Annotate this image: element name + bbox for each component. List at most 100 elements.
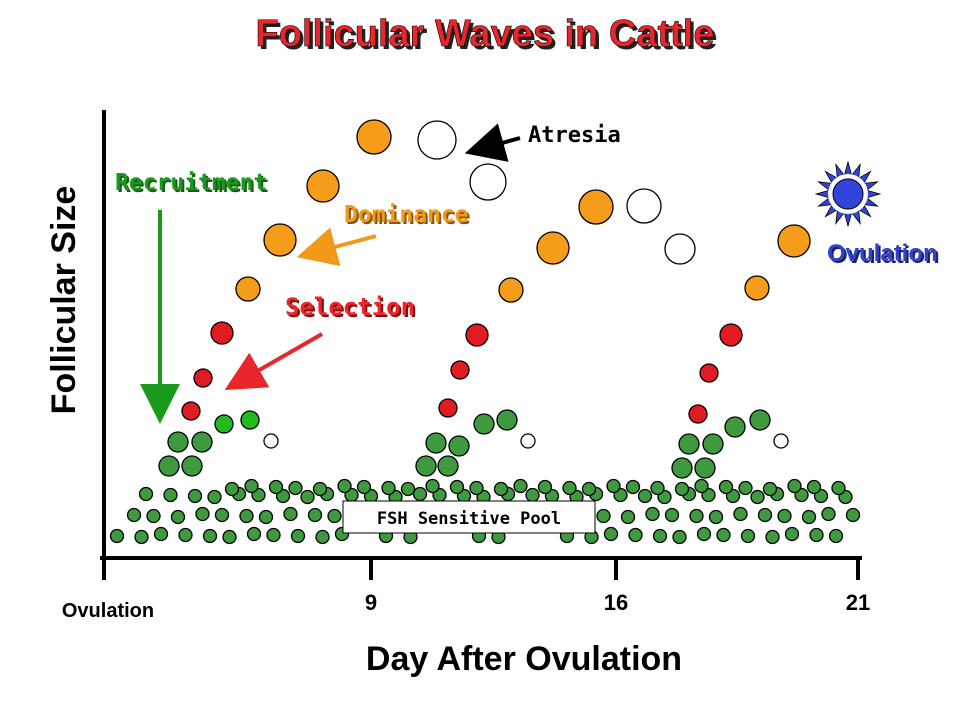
x-tick-label-9: 9	[365, 590, 377, 615]
pool-follicle	[425, 478, 440, 494]
wave-follicle	[777, 224, 811, 258]
pool-follicle	[202, 528, 218, 544]
wave-follicle	[158, 455, 180, 477]
wave-follicle	[578, 189, 614, 225]
pool-follicle	[708, 509, 724, 525]
wave-follicle	[240, 410, 260, 430]
pool-follicle	[689, 508, 704, 524]
pool-follicle	[828, 528, 844, 544]
pool-follicle	[537, 479, 553, 495]
wave-follicle	[473, 413, 495, 435]
pool-follicle	[806, 479, 822, 495]
pool-follicle	[738, 480, 753, 496]
wave-follicle	[450, 360, 470, 380]
pool-follicle	[126, 507, 142, 523]
pool-follicle	[525, 487, 540, 503]
atresia-label: Atresia	[528, 123, 621, 148]
dominance-label-shadow: Dominance	[346, 204, 471, 230]
pool-follicle	[214, 507, 230, 523]
wave-follicle	[626, 188, 662, 224]
recruitment-label: Recruitment	[115, 170, 267, 196]
wave-follicle	[417, 120, 457, 160]
page-title-shadow: Follicular Waves in Cattle	[259, 16, 718, 58]
pool-follicle	[645, 506, 660, 522]
fsh-sensitive-pool-dots	[109, 478, 861, 545]
pool-follicle	[246, 526, 262, 542]
pool-follicle	[449, 479, 465, 495]
pool-follicle	[412, 486, 428, 502]
wave-follicle	[437, 455, 459, 477]
pool-follicle	[146, 508, 161, 524]
pool-follicle	[138, 486, 154, 502]
wave-follicle	[167, 431, 189, 453]
wave-follicle	[465, 323, 489, 347]
pool-follicle	[672, 529, 687, 545]
atresia-arrow	[464, 123, 521, 162]
pool-follicle	[620, 509, 636, 525]
pool-follicle	[337, 478, 352, 494]
pool-follicle	[733, 506, 748, 522]
wave-follicle	[263, 223, 297, 257]
pool-follicle	[312, 481, 328, 497]
pool-follicle	[718, 479, 734, 495]
pool-follicle	[268, 479, 284, 495]
wave-follicle	[664, 233, 696, 265]
dominance-label: Dominance	[344, 202, 469, 228]
wave-follicle	[702, 433, 724, 455]
pool-follicle	[290, 528, 306, 544]
wave-follicle	[469, 163, 507, 201]
ovulation-label: Ovulation	[827, 240, 938, 267]
pool-follicle	[664, 507, 680, 523]
pool-follicle	[493, 481, 509, 497]
wave-follicle	[694, 457, 716, 479]
wave-follicle	[536, 231, 570, 265]
wave-follicle	[191, 431, 213, 453]
ovulation-star-icon	[814, 160, 882, 228]
pool-follicle	[787, 478, 802, 494]
pool-follicle	[307, 507, 323, 523]
wave-follicle	[749, 409, 771, 431]
pool-follicle	[831, 480, 846, 496]
y-axis-title: Follicular Size	[45, 186, 83, 415]
fsh-pool-label-box	[342, 500, 596, 534]
pool-follicle	[300, 489, 315, 505]
pool-follicle	[513, 478, 528, 494]
wave-follicle	[719, 323, 743, 347]
pool-follicle	[637, 488, 653, 504]
pool-follicle	[762, 481, 778, 497]
pool-follicle	[315, 529, 330, 545]
pool-follicle	[674, 481, 690, 497]
pool-follicle	[694, 478, 709, 494]
wave-follicle	[496, 409, 518, 431]
wave-follicle	[181, 455, 203, 477]
wave-follicle	[724, 416, 746, 438]
pool-follicle	[222, 529, 237, 545]
pool-follicle	[581, 481, 597, 497]
pool-follicle	[356, 479, 372, 495]
pool-follicle	[258, 509, 274, 525]
pool-follicle	[134, 529, 149, 545]
wave-follicle	[498, 277, 524, 303]
wave-follicle	[699, 363, 719, 383]
pool-follicle	[650, 480, 665, 496]
pool-follicle	[757, 507, 773, 523]
pool-follicle	[603, 526, 619, 542]
wave-follicle	[438, 398, 458, 418]
pool-follicle	[381, 480, 396, 496]
pool-follicle	[283, 506, 298, 522]
pool-follicle	[195, 506, 210, 522]
wave-follicle	[263, 433, 279, 449]
pool-follicle	[170, 509, 186, 525]
pool-follicle	[821, 506, 836, 522]
pool-follicle	[224, 481, 240, 497]
page-title: Follicular Waves in Cattle	[256, 13, 715, 55]
pool-follicle	[207, 489, 222, 505]
pool-follicle	[109, 528, 125, 544]
pool-follicle	[784, 526, 800, 542]
pool-follicle	[628, 527, 643, 543]
pool-follicle	[596, 508, 611, 524]
wave-follicle	[678, 433, 700, 455]
wave-follicle	[415, 455, 437, 477]
pool-follicle	[239, 508, 254, 524]
